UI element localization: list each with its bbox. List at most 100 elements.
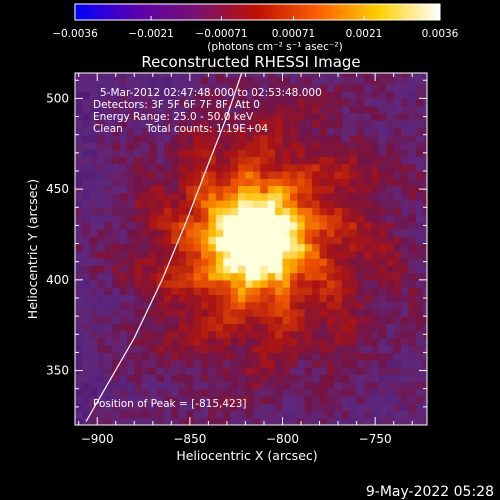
heatmap-pixel bbox=[171, 345, 180, 354]
heatmap-pixel bbox=[89, 265, 98, 274]
heatmap-pixel bbox=[238, 170, 247, 179]
heatmap-pixel bbox=[326, 287, 335, 295]
heatmap-pixel bbox=[408, 287, 417, 295]
heatmap-pixel bbox=[356, 120, 365, 129]
heatmap-pixel bbox=[89, 395, 98, 404]
heatmap-pixel bbox=[223, 105, 232, 114]
heatmap-pixel bbox=[267, 141, 276, 150]
heatmap-pixel bbox=[134, 236, 143, 245]
heatmap-pixel bbox=[112, 185, 121, 194]
heatmap-pixel bbox=[275, 301, 284, 310]
heatmap-pixel bbox=[215, 265, 224, 274]
heatmap-pixel bbox=[371, 156, 380, 165]
heatmap-pixel bbox=[334, 229, 343, 237]
heatmap-pixel bbox=[193, 388, 202, 397]
heatmap-pixel bbox=[75, 243, 84, 252]
heatmap-pixel bbox=[104, 345, 113, 354]
heatmap-pixel bbox=[349, 323, 358, 332]
heatmap-pixel bbox=[193, 105, 202, 114]
heatmap-pixel bbox=[415, 207, 424, 216]
heatmap-pixel bbox=[423, 73, 427, 78]
heatmap-pixel bbox=[75, 127, 84, 136]
heatmap-pixel bbox=[408, 83, 417, 92]
solar-limb-curve bbox=[85, 73, 243, 422]
heatmap-pixel bbox=[252, 359, 261, 368]
heatmap-pixel bbox=[126, 366, 135, 375]
heatmap-pixel bbox=[415, 192, 424, 201]
heatmap-pixel bbox=[178, 185, 187, 194]
heatmap-pixel bbox=[364, 337, 373, 346]
heatmap-pixel bbox=[371, 178, 380, 187]
heatmap-pixel bbox=[334, 287, 343, 295]
heatmap-pixel bbox=[386, 207, 395, 216]
heatmap-pixel bbox=[371, 366, 380, 375]
heatmap-pixel bbox=[126, 388, 135, 397]
heatmap-pixel bbox=[260, 120, 269, 129]
heatmap-pixel bbox=[371, 279, 380, 288]
heatmap-pixel bbox=[282, 417, 291, 425]
heatmap-pixel bbox=[141, 403, 150, 412]
heatmap-pixel bbox=[112, 250, 121, 259]
heatmap-pixel bbox=[238, 265, 247, 274]
heatmap-pixel bbox=[82, 417, 91, 425]
heatmap-pixel bbox=[252, 366, 261, 375]
heatmap-pixel bbox=[178, 250, 187, 259]
heatmap-pixel bbox=[423, 250, 427, 259]
heatmap-pixel bbox=[126, 156, 135, 165]
heatmap-pixel bbox=[341, 352, 350, 361]
heatmap-pixel bbox=[312, 279, 321, 288]
heatmap-pixel bbox=[97, 83, 106, 92]
heatmap-pixel bbox=[401, 410, 410, 419]
heatmap-pixel bbox=[245, 91, 254, 99]
heatmap-pixel bbox=[252, 403, 261, 412]
heatmap-pixel bbox=[319, 134, 328, 143]
heatmap-pixel bbox=[223, 279, 232, 288]
heatmap-pixel bbox=[275, 287, 284, 295]
heatmap-pixel bbox=[371, 381, 380, 390]
heatmap-pixel bbox=[119, 127, 128, 136]
heatmap-pixel bbox=[200, 410, 209, 419]
heatmap-pixel bbox=[349, 185, 358, 194]
heatmap-pixel bbox=[401, 272, 410, 281]
heatmap-pixel bbox=[297, 185, 306, 194]
heatmap-pixel bbox=[289, 91, 298, 99]
heatmap-pixel bbox=[223, 403, 232, 412]
heatmap-pixel bbox=[149, 366, 158, 375]
heatmap-pixel bbox=[119, 207, 128, 216]
heatmap-pixel bbox=[304, 388, 313, 397]
heatmap-pixel bbox=[312, 374, 321, 383]
heatmap-pixel bbox=[193, 192, 202, 201]
heatmap-pixel bbox=[408, 178, 417, 187]
heatmap-pixel bbox=[134, 294, 143, 303]
heatmap-pixel bbox=[215, 410, 224, 419]
heatmap-pixel bbox=[297, 258, 306, 266]
heatmap-pixel bbox=[193, 337, 202, 346]
heatmap-pixel bbox=[112, 163, 121, 172]
heatmap-pixel bbox=[289, 105, 298, 114]
heatmap-pixel bbox=[171, 279, 180, 288]
heatmap-pixel bbox=[215, 149, 224, 158]
heatmap-pixel bbox=[171, 323, 180, 332]
heatmap-pixel bbox=[230, 417, 239, 425]
heatmap-pixel bbox=[200, 258, 209, 266]
heatmap-pixel bbox=[260, 141, 269, 150]
heatmap-pixel bbox=[378, 272, 387, 281]
heatmap-pixel bbox=[230, 337, 239, 346]
heatmap-pixel bbox=[104, 359, 113, 368]
heatmap-pixel bbox=[223, 192, 232, 201]
heatmap-pixel bbox=[312, 221, 321, 230]
heatmap-pixel bbox=[401, 294, 410, 303]
heatmap-pixel bbox=[112, 112, 121, 121]
heatmap-pixel bbox=[415, 236, 424, 245]
heatmap-pixel bbox=[112, 221, 121, 230]
heatmap-pixel bbox=[252, 279, 261, 288]
heatmap-pixel bbox=[134, 250, 143, 259]
heatmap-pixel bbox=[163, 294, 172, 303]
heatmap-pixel bbox=[89, 236, 98, 245]
heatmap-pixel bbox=[275, 417, 284, 425]
heatmap-pixel bbox=[200, 279, 209, 288]
heatmap-pixel bbox=[163, 105, 172, 114]
heatmap-pixel bbox=[341, 250, 350, 259]
heatmap-pixel bbox=[134, 112, 143, 121]
heatmap-pixel bbox=[104, 200, 113, 208]
